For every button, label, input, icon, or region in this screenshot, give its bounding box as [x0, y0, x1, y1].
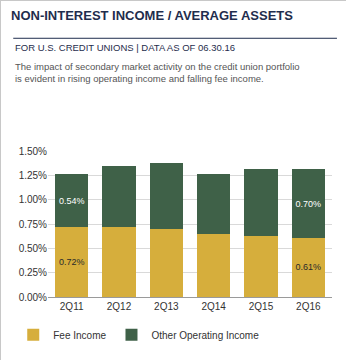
svg-text:NON-INTEREST INCOME / AVERAGE: NON-INTEREST INCOME / AVERAGE ASSETS [11, 8, 293, 23]
svg-text:0.25%: 0.25% [19, 267, 47, 278]
svg-text:0.75%: 0.75% [19, 219, 47, 230]
svg-text:2Q14: 2Q14 [201, 301, 226, 312]
svg-text:2Q12: 2Q12 [107, 301, 132, 312]
svg-text:1.00%: 1.00% [19, 194, 47, 205]
svg-text:Other Operating Income: Other Operating Income [151, 330, 259, 341]
svg-text:0.00%: 0.00% [19, 292, 47, 303]
svg-text:The impact of secondary market: The impact of secondary market activity … [15, 61, 300, 84]
svg-text:FOR U.S. CREDIT UNIONS | DATA: FOR U.S. CREDIT UNIONS | DATA AS OF 06.3… [15, 42, 235, 53]
svg-text:1.25%: 1.25% [19, 170, 47, 181]
svg-text:1.50%: 1.50% [19, 146, 47, 157]
svg-text:0.70%: 0.70% [296, 199, 322, 209]
svg-text:2Q11: 2Q11 [60, 301, 84, 312]
svg-text:2Q15: 2Q15 [249, 301, 274, 312]
svg-text:0.54%: 0.54% [59, 196, 85, 206]
svg-text:2Q16: 2Q16 [296, 301, 321, 312]
svg-text:0.61%: 0.61% [296, 262, 322, 272]
svg-text:Fee Income: Fee Income [53, 330, 106, 341]
svg-text:0.72%: 0.72% [59, 257, 85, 267]
svg-text:0.50%: 0.50% [19, 243, 47, 254]
svg-text:2Q13: 2Q13 [154, 301, 179, 312]
